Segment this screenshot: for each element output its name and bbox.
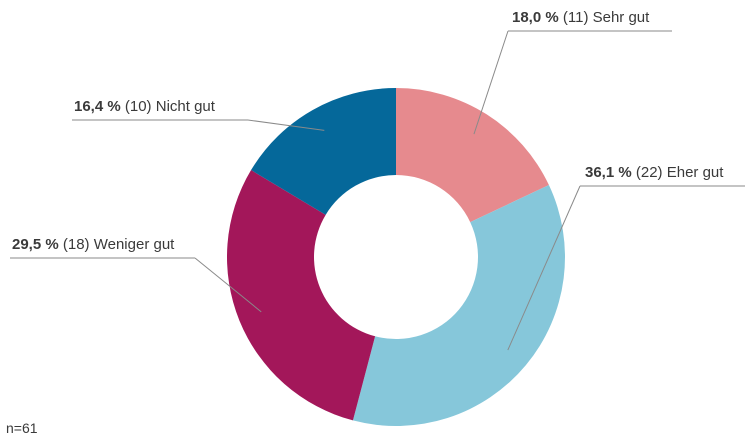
slice-label-eher-gut: 36,1 % (22) Eher gut xyxy=(585,164,723,181)
slice-count: (18) xyxy=(62,236,90,253)
slice-percent: 29,5 % xyxy=(12,236,59,253)
slice-category: Weniger gut xyxy=(93,236,175,253)
slice-percent: 18,0 % xyxy=(512,9,559,26)
slice-category: Sehr gut xyxy=(592,9,650,26)
slice-count: (22) xyxy=(635,164,663,181)
slice-count: (11) xyxy=(562,9,589,26)
leader-line xyxy=(194,257,262,313)
slice-category: Eher gut xyxy=(666,164,724,181)
slice-label-sehr-gut: 18,0 % (11) Sehr gut xyxy=(512,9,649,26)
leader-line xyxy=(507,185,581,351)
slice-eher-gut xyxy=(352,185,565,426)
leader-line xyxy=(247,119,325,131)
leader-line xyxy=(473,30,509,135)
slice-percent: 36,1 % xyxy=(585,164,632,181)
slice-sehr-gut xyxy=(396,88,549,223)
slice-category: Nicht gut xyxy=(155,98,215,115)
slice-label-weniger-gut: 29,5 % (18) Weniger gut xyxy=(12,236,174,253)
slice-nicht-gut xyxy=(251,88,396,215)
slice-label-nicht-gut: 16,4 % (10) Nicht gut xyxy=(74,98,215,115)
slice-percent: 16,4 % xyxy=(74,98,121,115)
slice-count: (10) xyxy=(124,98,152,115)
slice-weniger-gut xyxy=(226,170,376,421)
sample-size-note: n=61 xyxy=(6,420,38,436)
